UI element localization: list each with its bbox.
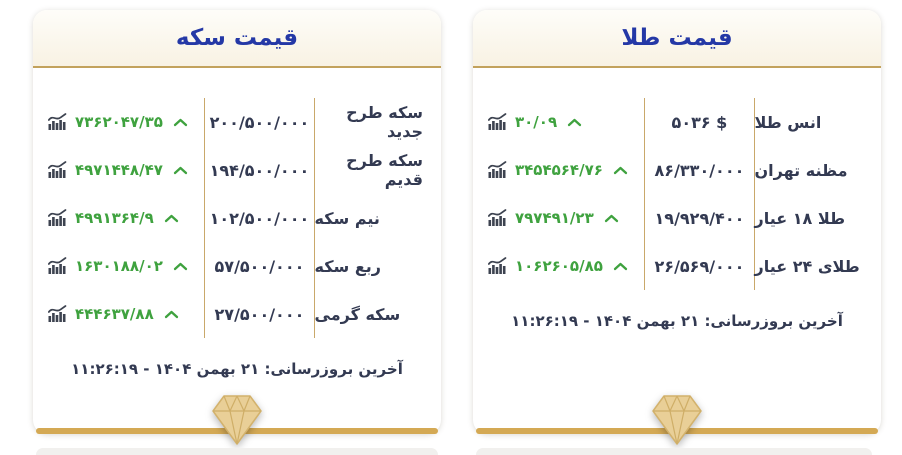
diamond-icon [649, 391, 705, 449]
coin-price-card: قیمت سکه ۷۳۶۲۰۴۷/۳۵ ۲۰۰/۵۰۰/۰۰۰ سکه طرح … [33, 10, 441, 445]
up-arrow-icon [613, 262, 628, 271]
item-label: انس طلا [754, 112, 822, 132]
coin-card-header: قیمت سکه [33, 10, 441, 68]
item-label: سکه طرح قدیم [346, 151, 423, 189]
change-value: ۴۹۷۱۴۴۸/۴۷ [75, 161, 163, 179]
coin-price-table: ۷۳۶۲۰۴۷/۳۵ ۲۰۰/۵۰۰/۰۰۰ سکه طرح جدید ۴۹۷۱… [33, 98, 441, 338]
item-label: ربع سکه [314, 256, 381, 276]
price-value: ۲۶/۵۶۹/۰۰۰ [644, 242, 755, 290]
item-label: سکه طرح جدید [346, 103, 423, 141]
change-value: ۴۹۹۱۳۶۴/۹ [75, 209, 154, 227]
price-value: ۱۹۴/۵۰۰/۰۰۰ [204, 146, 315, 194]
change-value: ۱۶۳۰۱۸۸/۰۲ [75, 257, 163, 275]
change-value: ۳۴۵۴۵۶۴/۷۶ [515, 161, 603, 179]
table-row: ۳۴۵۴۵۶۴/۷۶ ۸۶/۳۳۰/۰۰۰ مظنه تهران [473, 146, 881, 194]
item-label: مظنه تهران [754, 160, 848, 180]
up-arrow-icon [164, 310, 179, 319]
chart-icon [48, 161, 67, 179]
diamond-icon [209, 391, 265, 449]
change-value: ۷۳۶۲۰۴۷/۳۵ [75, 113, 163, 131]
change-cell: ۴۴۴۶۳۷/۸۸ [33, 290, 204, 338]
chart-icon [48, 113, 67, 131]
chart-icon [48, 305, 67, 323]
change-cell: ۳۴۵۴۵۶۴/۷۶ [473, 146, 644, 194]
chart-icon [48, 257, 67, 275]
price-widgets: قیمت سکه ۷۳۶۲۰۴۷/۳۵ ۲۰۰/۵۰۰/۰۰۰ سکه طرح … [33, 10, 881, 445]
table-row: ۴۹۹۱۳۶۴/۹ ۱۰۲/۵۰۰/۰۰۰ نیم سکه [33, 194, 441, 242]
price-value: ۲۷/۵۰۰/۰۰۰ [204, 290, 315, 338]
price-value: ۲۰۰/۵۰۰/۰۰۰ [204, 98, 315, 146]
change-cell: ۷۹۷۴۹۱/۲۳ [473, 194, 644, 242]
last-update-text: آخرین بروزرسانی: ۲۱ بهمن ۱۴۰۴ - ۱۱:۲۶:۱۹ [511, 312, 843, 330]
table-row: ۴۴۴۶۳۷/۸۸ ۲۷/۵۰۰/۰۰۰ سکه گرمی [33, 290, 441, 338]
table-row: ۴۹۷۱۴۴۸/۴۷ ۱۹۴/۵۰۰/۰۰۰ سکه طرح قدیم [33, 146, 441, 194]
item-label: طلا ۱۸ عیار [754, 208, 846, 228]
price-value: ۱۰۲/۵۰۰/۰۰۰ [204, 194, 315, 242]
up-arrow-icon [164, 214, 179, 223]
table-row: ۳۰/۰۹ ۵۰۳۶ $ انس طلا [473, 98, 881, 146]
next-card-top-left [36, 448, 438, 455]
change-cell: ۴۹۹۱۳۶۴/۹ [33, 194, 204, 242]
price-value: ۵۰۳۶ $ [644, 98, 755, 146]
change-value: ۳۰/۰۹ [515, 113, 558, 131]
up-arrow-icon [604, 214, 619, 223]
change-cell: ۳۰/۰۹ [473, 98, 644, 146]
up-arrow-icon [173, 118, 188, 127]
item-label: سکه گرمی [314, 304, 401, 324]
table-row: ۷۹۷۴۹۱/۲۳ ۱۹/۹۲۹/۴۰۰ طلا ۱۸ عیار [473, 194, 881, 242]
change-cell: ۷۳۶۲۰۴۷/۳۵ [33, 98, 204, 146]
price-value: ۸۶/۳۳۰/۰۰۰ [644, 146, 755, 194]
price-value: ۵۷/۵۰۰/۰۰۰ [204, 242, 315, 290]
gold-price-card: قیمت طلا ۳۰/۰۹ ۵۰۳۶ $ انس طلا ۳۴۵۴۵۶۴/۷۶… [473, 10, 881, 445]
item-label: نیم سکه [314, 208, 380, 228]
change-cell: ۱۶۳۰۱۸۸/۰۲ [33, 242, 204, 290]
coin-card-title: قیمت سکه [175, 25, 299, 51]
change-cell: ۱۰۶۲۶۰۵/۸۵ [473, 242, 644, 290]
chart-icon [488, 161, 507, 179]
up-arrow-icon [173, 262, 188, 271]
last-update-text: آخرین بروزرسانی: ۲۱ بهمن ۱۴۰۴ - ۱۱:۲۶:۱۹ [71, 360, 403, 378]
change-value: ۱۰۶۲۶۰۵/۸۵ [515, 257, 603, 275]
chart-icon [488, 113, 507, 131]
item-label: طلای ۲۴ عیار [754, 256, 860, 276]
gold-card-header: قیمت طلا [473, 10, 881, 68]
chart-icon [488, 257, 507, 275]
table-row: ۷۳۶۲۰۴۷/۳۵ ۲۰۰/۵۰۰/۰۰۰ سکه طرح جدید [33, 98, 441, 146]
next-card-top-right [476, 448, 872, 455]
change-value: ۴۴۴۶۳۷/۸۸ [75, 305, 154, 323]
change-cell: ۴۹۷۱۴۴۸/۴۷ [33, 146, 204, 194]
change-value: ۷۹۷۴۹۱/۲۳ [515, 209, 594, 227]
up-arrow-icon [173, 166, 188, 175]
up-arrow-icon [567, 118, 582, 127]
price-value: ۱۹/۹۲۹/۴۰۰ [644, 194, 755, 242]
table-row: ۱۶۳۰۱۸۸/۰۲ ۵۷/۵۰۰/۰۰۰ ربع سکه [33, 242, 441, 290]
up-arrow-icon [613, 166, 628, 175]
table-row: ۱۰۶۲۶۰۵/۸۵ ۲۶/۵۶۹/۰۰۰ طلای ۲۴ عیار [473, 242, 881, 290]
chart-icon [488, 209, 507, 227]
chart-icon [48, 209, 67, 227]
gold-card-title: قیمت طلا [621, 25, 733, 51]
gold-price-table: ۳۰/۰۹ ۵۰۳۶ $ انس طلا ۳۴۵۴۵۶۴/۷۶ ۸۶/۳۳۰/۰… [473, 98, 881, 290]
